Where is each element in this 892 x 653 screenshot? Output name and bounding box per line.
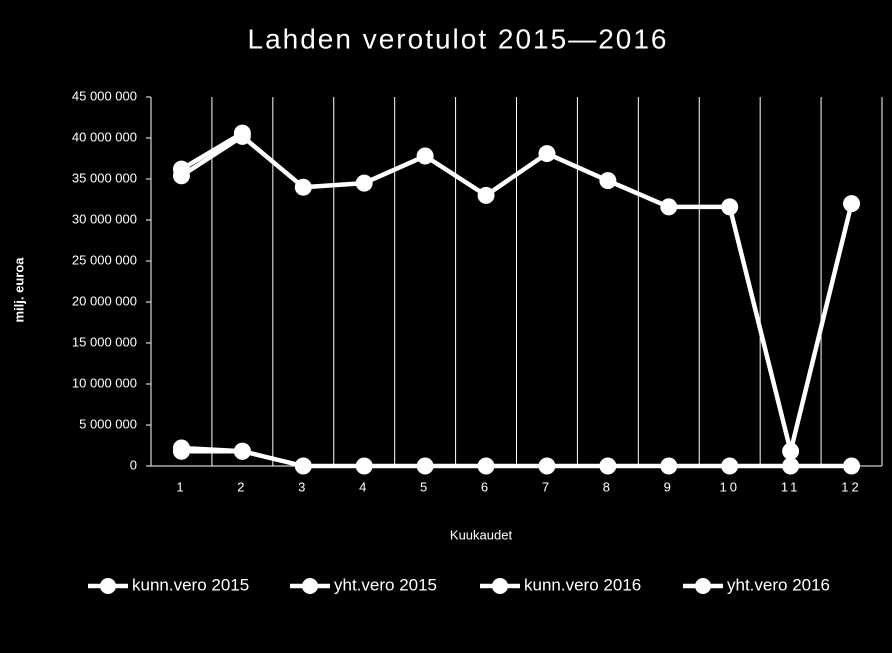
y-tick-label: 35 000 000 [72, 170, 137, 185]
legend-marker [100, 578, 116, 594]
series-marker [172, 439, 190, 457]
series-marker [538, 145, 556, 163]
chart-title: Lahden verotulot 2015—2016 [248, 23, 669, 54]
legend-label: kunn.vero 2015 [132, 575, 249, 594]
series-marker [843, 457, 861, 475]
series-line [180, 134, 854, 454]
x-tick-label: 5 [420, 479, 430, 494]
series-line [181, 448, 852, 469]
y-axis-label: milj. euroa [11, 257, 26, 323]
x-axis-label: Kuukaudet [450, 527, 513, 542]
legend-marker [695, 578, 711, 594]
series-marker [721, 457, 739, 475]
series-marker [538, 457, 556, 475]
series-marker [355, 457, 373, 475]
series-marker [660, 457, 678, 475]
series-marker [660, 198, 678, 216]
x-tick-label: 9 [664, 479, 674, 494]
series-marker [782, 457, 800, 475]
x-tick-label: 10 [719, 479, 739, 494]
y-tick-label: 30 000 000 [72, 211, 137, 226]
series-marker [355, 174, 373, 192]
series-marker [294, 178, 312, 196]
x-tick-label: 11 [781, 479, 801, 494]
series-marker [782, 442, 800, 460]
series-marker [416, 147, 434, 165]
x-tick-label: 7 [542, 479, 552, 494]
x-tick-label: 3 [298, 479, 308, 494]
series-marker [599, 172, 617, 190]
series-marker [843, 195, 861, 213]
series-marker [294, 457, 312, 475]
series-marker [416, 457, 434, 475]
series-marker [599, 457, 617, 475]
y-tick-label: 15 000 000 [72, 334, 137, 349]
y-tick-label: 0 [130, 457, 137, 472]
x-tick-label: 2 [237, 479, 247, 494]
x-tick-label: 6 [481, 479, 491, 494]
legend-label: yht.vero 2015 [334, 575, 437, 594]
x-tick-label: 8 [603, 479, 613, 494]
series-marker [721, 198, 739, 216]
y-tick-label: 5 000 000 [79, 416, 137, 431]
y-tick-label: 25 000 000 [72, 252, 137, 267]
legend-label: yht.vero 2016 [727, 575, 830, 594]
legend-label: kunn.vero 2016 [524, 575, 641, 594]
series-line [181, 445, 243, 454]
legend-marker [492, 578, 508, 594]
y-tick-label: 10 000 000 [72, 375, 137, 390]
series-marker [233, 442, 251, 460]
x-tick-label: 12 [841, 479, 861, 494]
series-marker [233, 124, 251, 142]
y-tick-label: 20 000 000 [72, 293, 137, 308]
x-tick-label: 1 [176, 479, 186, 494]
x-tick-label: 4 [359, 479, 369, 494]
legend-marker [302, 578, 318, 594]
y-tick-label: 40 000 000 [72, 129, 137, 144]
series-marker [477, 457, 495, 475]
series-marker [172, 160, 190, 178]
series-marker [477, 186, 495, 204]
y-tick-label: 45 000 000 [72, 88, 137, 103]
series-line [180, 131, 244, 172]
